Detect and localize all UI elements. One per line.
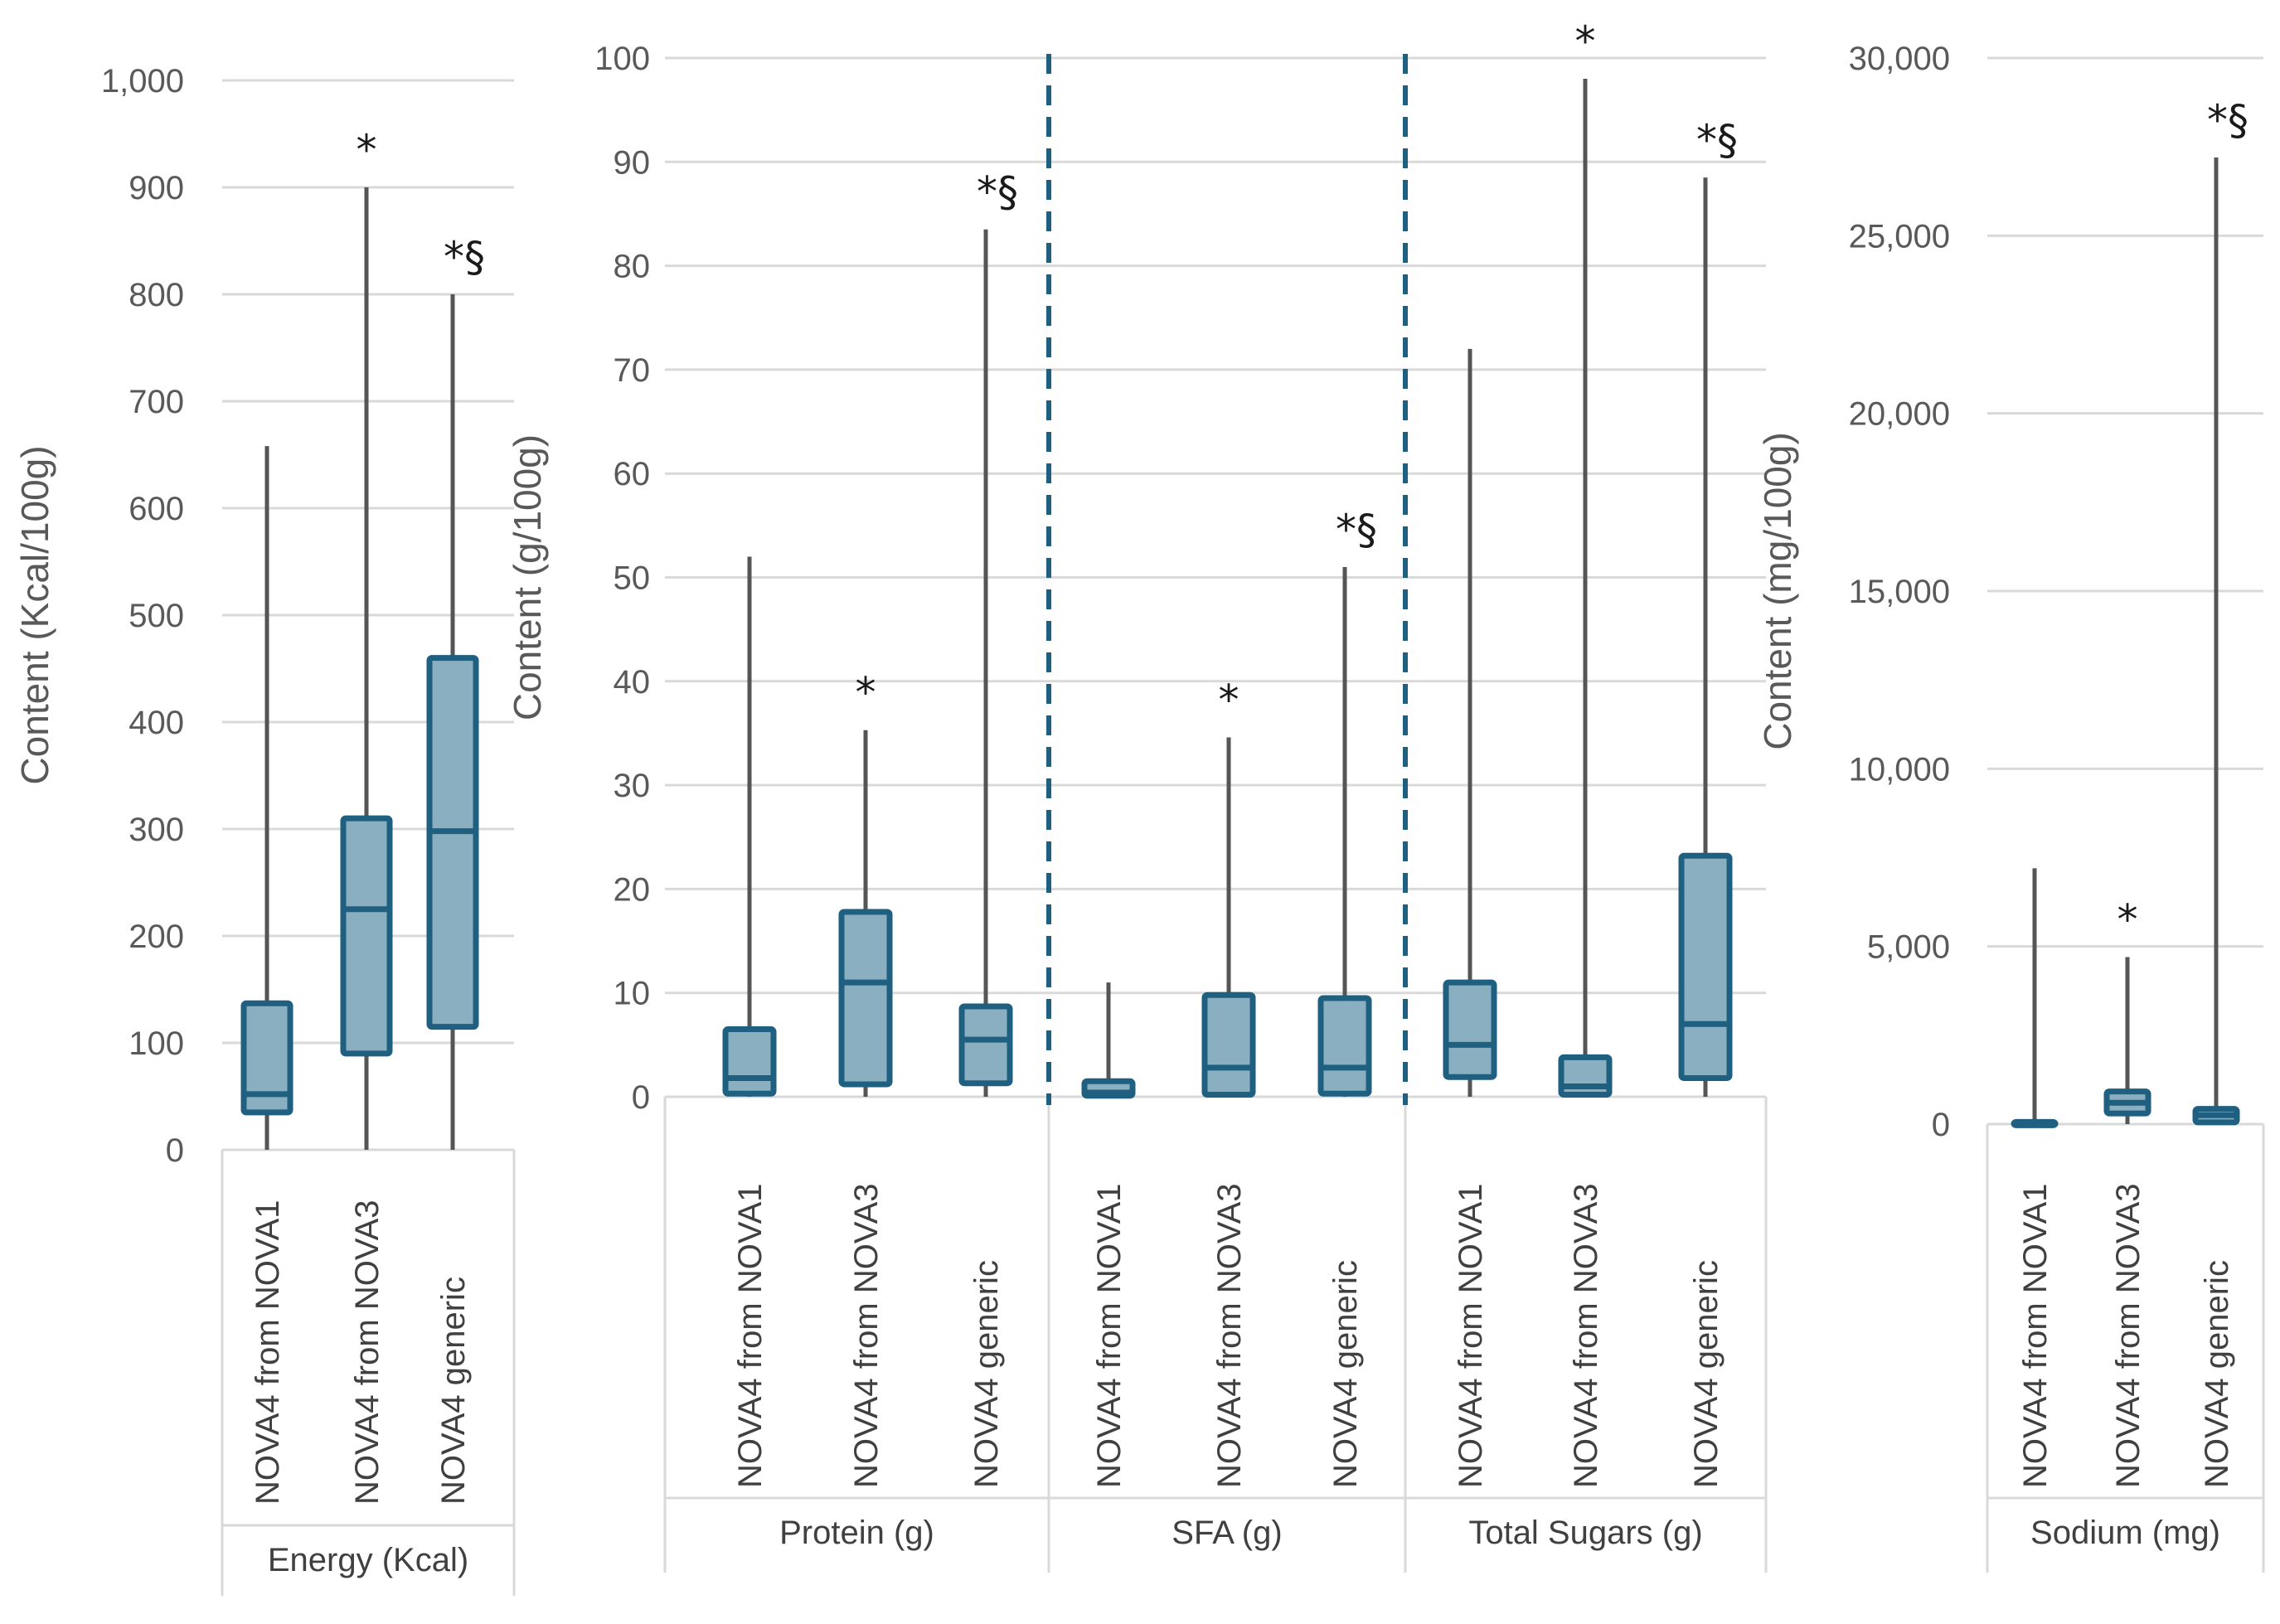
y-tick-label: 15,000 [1849,574,1950,610]
y-axis-title: Content (mg/100g) [1756,432,1799,750]
category-label: NOVA4 from NOVA3 [349,1200,386,1505]
y-tick-label: 200 [129,919,184,955]
y-tick-label: 700 [129,384,184,420]
category-label: NOVA4 generic [1327,1260,1364,1488]
y-tick-label: 20,000 [1849,396,1950,433]
y-tick-label: 50 [614,560,651,597]
box [240,1000,293,1116]
y-tick-label: 0 [166,1132,184,1169]
y-tick-label: 10,000 [1849,751,1950,788]
category-label: NOVA4 from NOVA1 [2017,1184,2054,1489]
category-label: NOVA4 from NOVA1 [732,1184,769,1489]
category-label: NOVA4 from NOVA3 [2110,1184,2147,1489]
chart-panel: 0 100 200 300 400 500 600 700 800 900 1,000 Content… [13,63,516,1596]
significance-marker: *§ [1696,116,1738,164]
group-label: Sodium (mg) [2030,1515,2220,1551]
category-label: NOVA4 from NOVA3 [1211,1184,1248,1489]
y-tick-label: 100 [594,41,650,77]
significance-marker: * [2117,896,2138,944]
y-tick-label: 60 [614,456,651,492]
group-label: Energy (Kcal) [268,1542,468,1578]
category-label: NOVA4 from NOVA1 [1453,1184,1489,1489]
box [1317,995,1372,1097]
significance-marker: *§ [1336,506,1377,554]
y-tick-label: 500 [129,598,184,634]
y-tick-label: 800 [129,277,184,313]
y-tick-label: 0 [1932,1107,1950,1143]
y-tick-label: 40 [614,664,651,701]
y-tick-label: 30,000 [1849,41,1950,77]
category-label: NOVA4 generic [968,1260,1005,1488]
chart-panel: 0 5,000 10,000 15,000 20,000 25,000 30,000 Cont… [1756,41,2265,1573]
box [958,1003,1013,1087]
y-tick-label: 30 [614,768,651,804]
y-tick-label: 1,000 [101,63,184,99]
category-label: NOVA4 from NOVA3 [1568,1184,1604,1489]
y-tick-label: 400 [129,705,184,741]
y-tick-label: 80 [614,249,651,285]
y-tick-label: 70 [614,352,651,389]
significance-marker: * [1575,17,1596,65]
y-tick-label: 900 [129,170,184,206]
box [1443,979,1497,1080]
significance-marker: * [856,669,876,717]
y-axis-title: Content (g/100g) [506,434,549,720]
chart-panel: 0 10 20 30 40 50 60 70 80 90 100 Content (g/100g) Pr… [506,17,1768,1573]
y-tick-label: 10 [614,976,651,1012]
box [340,815,393,1057]
box [426,655,479,1030]
y-tick-label: 5,000 [1867,929,1950,966]
y-tick-label: 90 [614,144,651,181]
group-label: Protein (g) [779,1515,934,1551]
significance-marker: *§ [444,233,485,281]
category-label: NOVA4 from NOVA1 [1091,1184,1128,1489]
group-label: Total Sugars (g) [1468,1515,1702,1551]
category-label: NOVA4 generic [1688,1260,1725,1488]
y-tick-label: 600 [129,491,184,527]
significance-marker: * [1219,676,1239,724]
category-label: NOVA4 from NOVA3 [848,1184,885,1489]
y-axis-title: Content (Kcal/100g) [13,445,56,784]
significance-marker: *§ [2207,96,2248,144]
box [722,1026,777,1097]
significance-marker: * [357,126,377,174]
y-tick-label: 300 [129,812,184,848]
group-label: SFA (g) [1172,1515,1282,1551]
category-label: NOVA4 from NOVA1 [250,1200,286,1505]
box [1678,852,1733,1081]
box [1201,991,1256,1098]
category-label: NOVA4 generic [2199,1260,2235,1488]
y-tick-label: 100 [129,1025,184,1062]
category-label: NOVA4 generic [435,1277,472,1505]
y-tick-label: 0 [632,1079,650,1116]
y-tick-label: 25,000 [1849,218,1950,255]
box [838,909,893,1088]
y-tick-label: 20 [614,871,651,908]
significance-marker: *§ [977,168,1018,216]
